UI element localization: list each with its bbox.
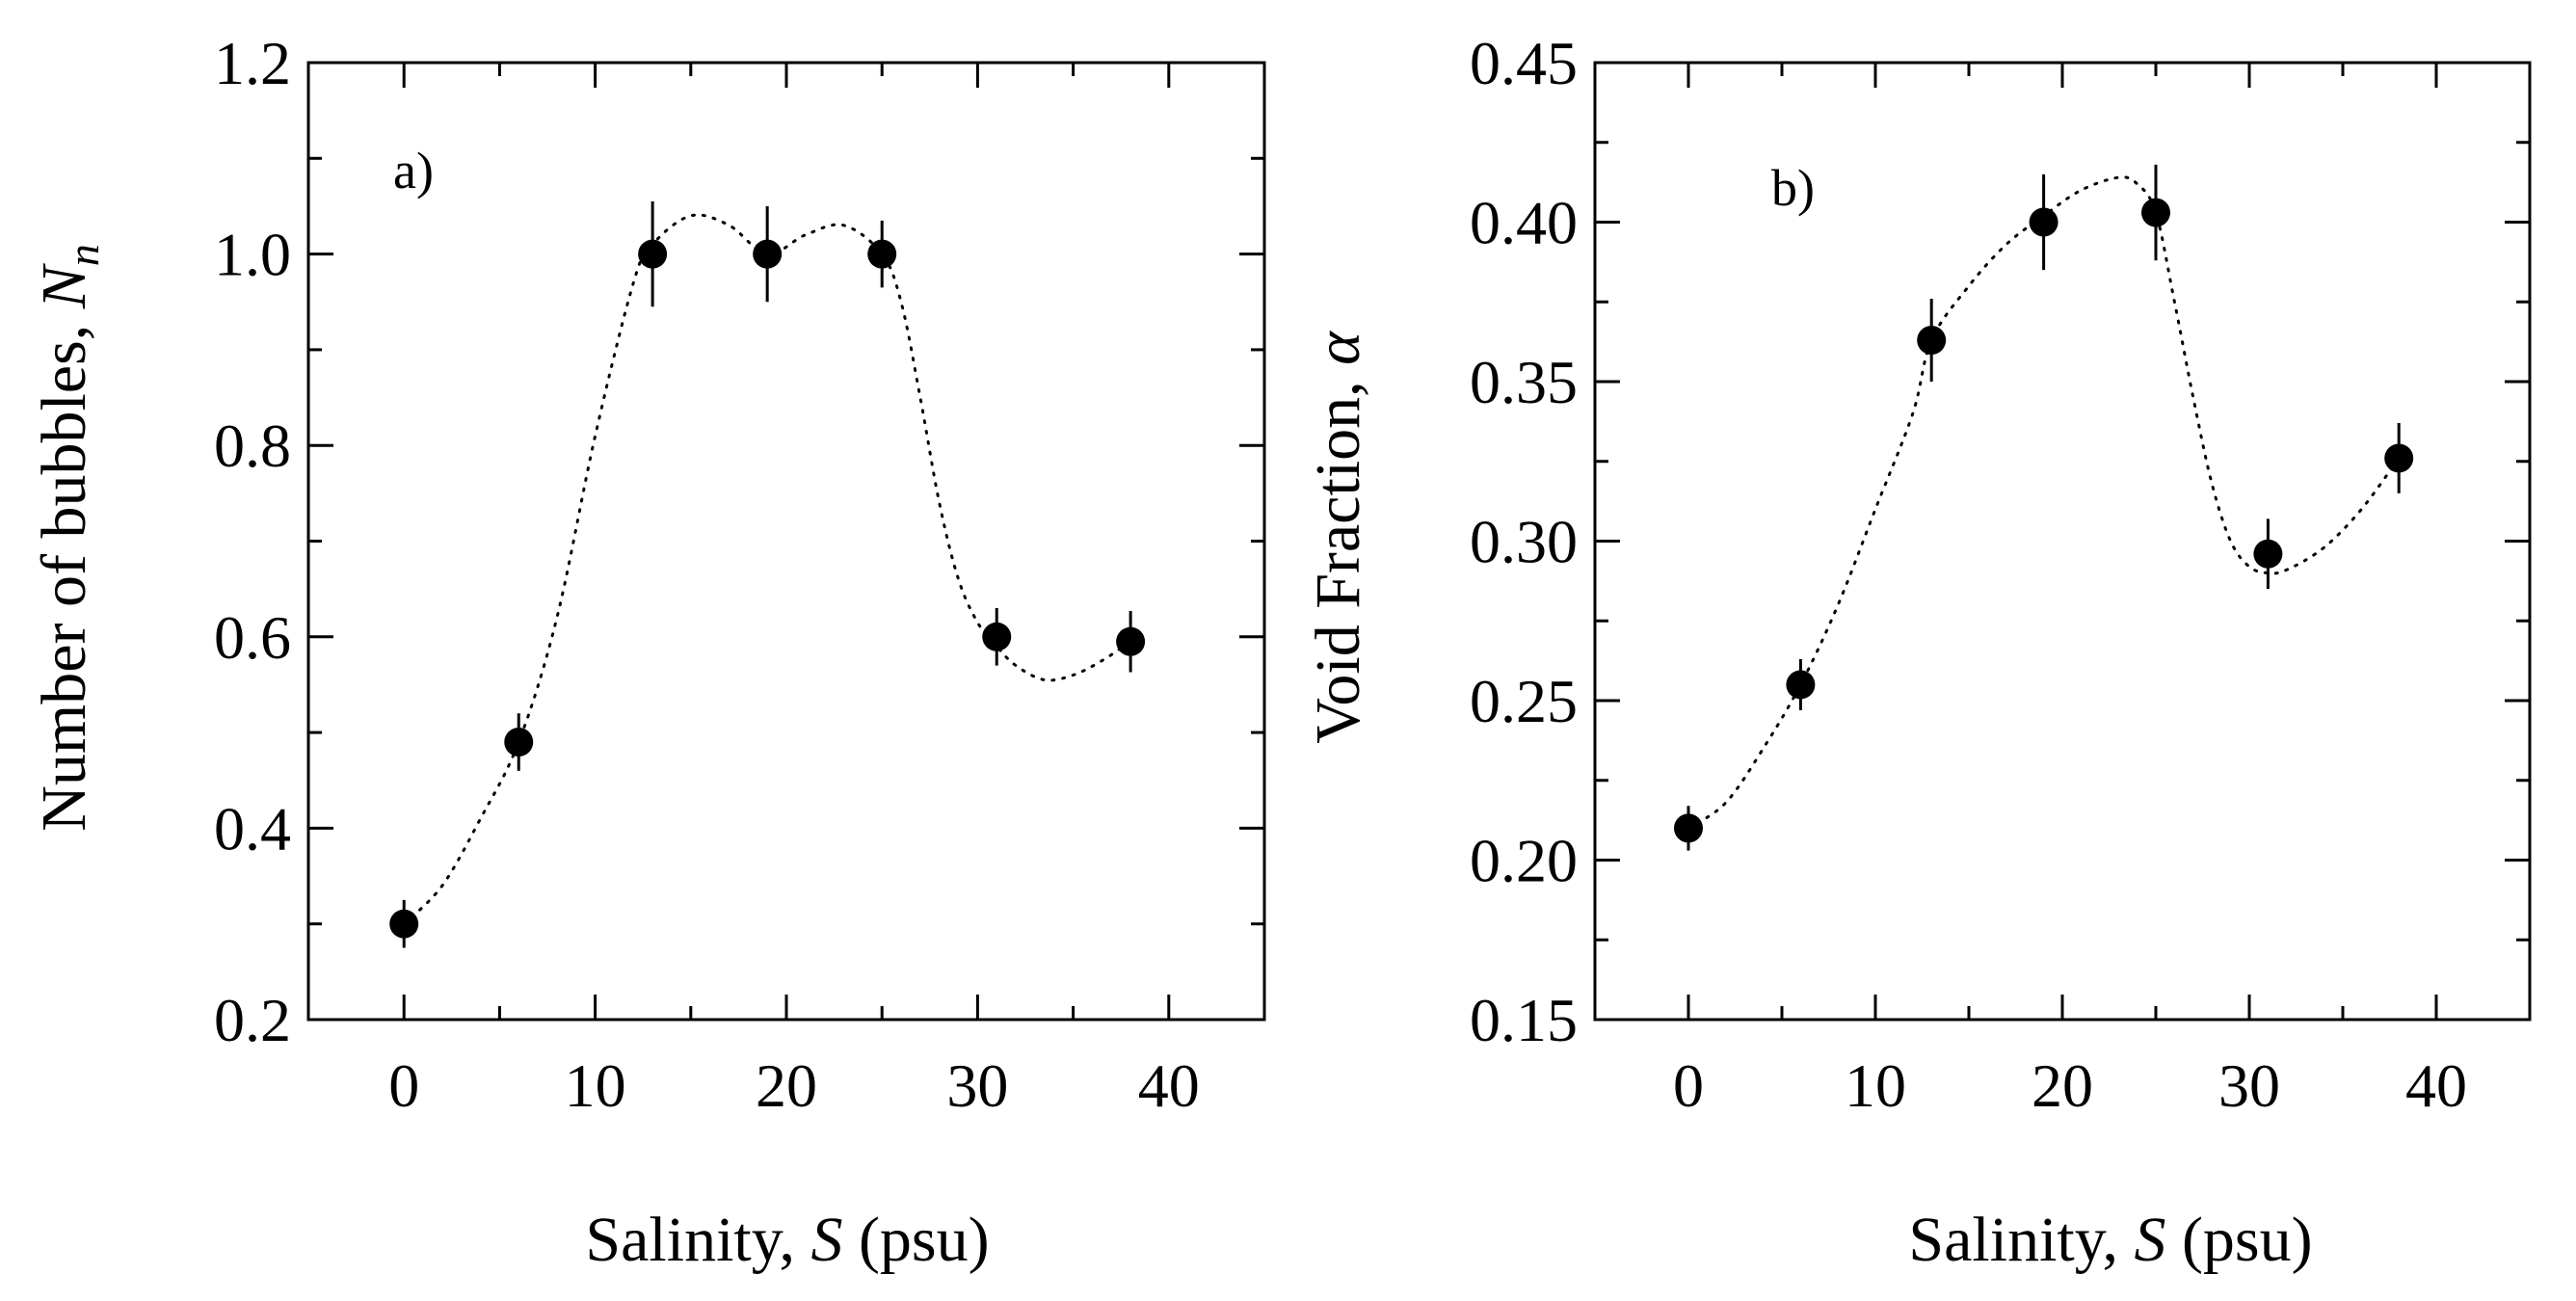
panel-a-x-tick-label: 40 (1138, 1051, 1200, 1120)
panel-a-data-point (389, 909, 419, 939)
panel-b-y-tick-label: 0.15 (1470, 986, 1578, 1054)
panel-b-y-tick-label: 0.20 (1470, 827, 1578, 895)
panel-b-x-tick-label: 10 (1845, 1051, 1906, 1120)
panel-b-chart: b) Salinity, S (psu) Void Fraction, α 0 1… (1303, 29, 2532, 1275)
panel-a-chart: a) Salinity, S (psu) Number of bubbles, … (29, 29, 1266, 1275)
panel-a-x-tick-label: 0 (388, 1051, 419, 1120)
panel-b-fit-curve (1686, 175, 2401, 830)
panel-a-x-tick-label: 30 (946, 1051, 1008, 1120)
panel-b-data-point (2253, 539, 2283, 569)
panel-b-label: b) (1771, 159, 1815, 217)
panel-b-plot-frame (1593, 61, 2532, 1022)
panel-a-y-tick-label: 1.0 (214, 221, 291, 289)
panel-a-data-point (867, 239, 897, 269)
panel-b-x-tick-label: 30 (2218, 1051, 2280, 1120)
panel-b-data-point (1674, 813, 1703, 843)
panel-a-x-tick-label: 10 (565, 1051, 626, 1120)
panel-a-data-point (638, 239, 668, 269)
panel-b-x-tick-label: 0 (1673, 1051, 1704, 1120)
panel-a-data-point (1116, 626, 1146, 656)
panel-a-xlabel: Salinity, S (psu) (585, 1205, 989, 1275)
panel-a-fit-curve (402, 213, 1132, 926)
panel-a-y-tick-label: 0.4 (214, 794, 291, 863)
panel-b-ylabel: Void Fraction, α (1303, 331, 1373, 744)
panel-a-y-tick-label: 0.8 (214, 412, 291, 480)
panel-a-data-point (982, 622, 1012, 651)
panel-b-y-tick-label: 0.45 (1470, 29, 1578, 97)
panel-b-y-tick-label: 0.40 (1470, 189, 1578, 257)
panel-b-y-tick-label: 0.35 (1470, 348, 1578, 416)
panel-b-y-tick-label: 0.25 (1470, 667, 1578, 735)
panel-a-y-tick-label: 0.6 (214, 603, 291, 672)
panel-a-ylabel: Number of bubbles, Nn (29, 244, 108, 832)
panel-b-xlabel: Salinity, S (psu) (1908, 1205, 2312, 1275)
panel-a-plot-frame (306, 61, 1266, 1022)
panel-a-data-point (753, 239, 783, 269)
panel-a-y-tick-label: 1.2 (214, 29, 291, 97)
panel-b-x-tick-label: 20 (2032, 1051, 2093, 1120)
panel-b-data-point (1786, 670, 1816, 700)
panel-b-data-point (2141, 198, 2170, 227)
panel-a-y-tick-label: 0.2 (214, 986, 291, 1054)
panel-b-y-tick-label: 0.30 (1470, 508, 1578, 576)
panel-a-x-tick-label: 20 (756, 1051, 817, 1120)
panel-a-data-point (504, 728, 534, 757)
panel-a-label: a) (393, 142, 434, 199)
panel-b-data-point (1917, 325, 1947, 355)
panel-b-data-point (2029, 207, 2058, 237)
panel-b-x-tick-label: 40 (2405, 1051, 2467, 1120)
panel-b-data-point (2384, 443, 2414, 473)
